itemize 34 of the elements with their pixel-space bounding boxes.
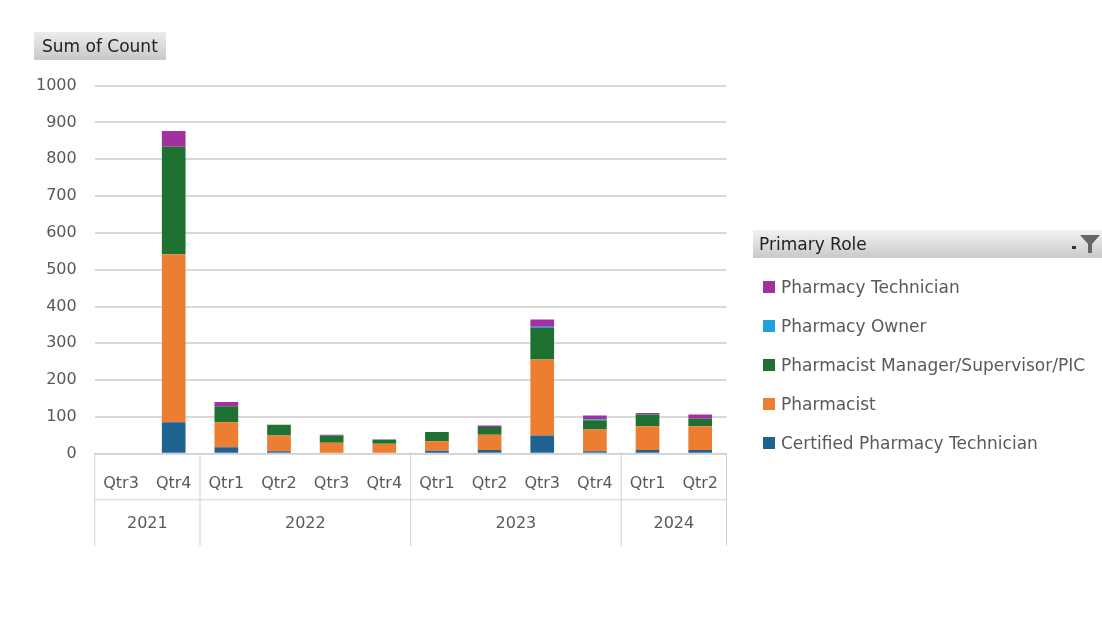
x-tick-label: Qtr2 bbox=[682, 472, 718, 492]
y-tick-label: 900 bbox=[46, 111, 77, 131]
x-tick-label: Qtr4 bbox=[366, 472, 403, 492]
y-tick-label: 500 bbox=[46, 258, 77, 278]
y-tick-label: 400 bbox=[46, 295, 77, 315]
y-tick-label: 800 bbox=[46, 148, 77, 168]
text: 2021 bbox=[127, 512, 168, 532]
legend-title: Primary Role bbox=[759, 234, 867, 254]
legend-label: Pharmacy Owner bbox=[781, 316, 927, 336]
legend-label: Pharmacist bbox=[781, 394, 876, 414]
x-tick-label: Qtr1 bbox=[419, 472, 455, 492]
y-tick-label: 700 bbox=[46, 185, 77, 205]
chart-title: Sum of Count bbox=[34, 32, 166, 60]
y-tick-label: 0 bbox=[66, 442, 77, 462]
x-tick-label: Qtr3 bbox=[103, 472, 139, 492]
x-tick-label: Qtr1 bbox=[208, 472, 245, 492]
text: 2024 bbox=[653, 512, 695, 532]
y-tick-label: 100 bbox=[46, 406, 77, 426]
text: 2022 bbox=[284, 512, 326, 532]
x-tick-label: Qtr1 bbox=[629, 472, 666, 492]
legend-label: Pharmacist Manager/Supervisor/PIC bbox=[781, 355, 1086, 375]
text: 2023 bbox=[495, 512, 537, 532]
legend-label: Pharmacy Technician bbox=[781, 277, 960, 297]
y-tick-label: 1000 bbox=[36, 74, 77, 94]
x-tick-label: Qtr2 bbox=[261, 472, 297, 492]
x-tick-label: Qtr4 bbox=[577, 472, 613, 492]
y-tick-label: 600 bbox=[46, 222, 77, 242]
y-tick-label: 300 bbox=[46, 332, 77, 352]
x-tick-label: Qtr3 bbox=[313, 472, 350, 492]
y-tick-label: 200 bbox=[46, 369, 77, 389]
legend-label: Certified Pharmacy Technician bbox=[781, 433, 1038, 453]
x-tick-label: Qtr2 bbox=[471, 472, 508, 492]
x-tick-label: Qtr4 bbox=[155, 472, 192, 492]
x-tick-label: Qtr3 bbox=[524, 472, 561, 492]
